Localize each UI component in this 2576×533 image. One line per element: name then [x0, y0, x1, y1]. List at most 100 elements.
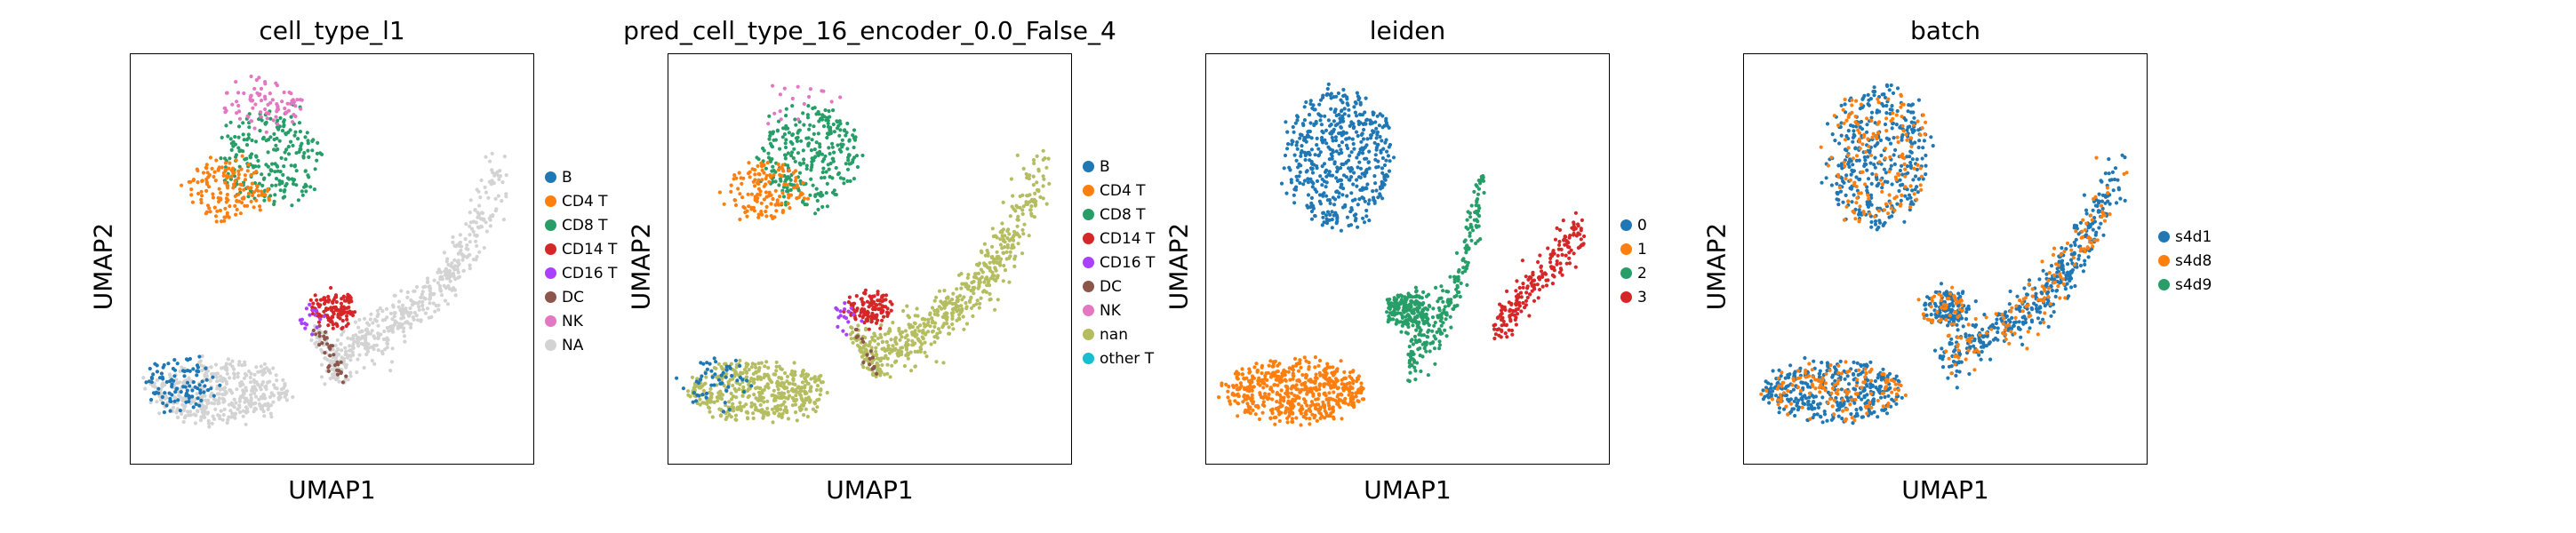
data-point: [995, 255, 999, 259]
data-point: [345, 310, 349, 314]
data-point: [977, 282, 981, 288]
data-point: [874, 346, 878, 350]
data-point: [918, 346, 923, 350]
data-point: [181, 380, 186, 385]
data-point: [985, 248, 989, 253]
data-point: [837, 147, 842, 152]
data-point: [891, 344, 895, 348]
data-point: [1347, 393, 1351, 397]
data-point: [1387, 306, 1391, 310]
data-point: [291, 394, 295, 400]
data-point: [758, 189, 763, 194]
data-point: [930, 316, 934, 321]
data-point: [756, 178, 761, 182]
data-point: [809, 386, 813, 390]
data-point: [1295, 115, 1300, 119]
data-point: [802, 196, 806, 201]
data-point: [240, 201, 244, 205]
data-point: [1457, 267, 1461, 273]
data-point: [1564, 253, 1568, 258]
data-point: [335, 360, 340, 364]
data-point: [835, 119, 839, 123]
data-point: [885, 314, 890, 318]
data-point: [1330, 210, 1334, 214]
data-point: [1010, 204, 1014, 209]
data-point: [1292, 201, 1297, 205]
data-point: [1005, 243, 1010, 247]
data-point: [1360, 195, 1364, 200]
data-point: [930, 306, 935, 310]
legend-label: CD8 T: [1100, 205, 1146, 224]
data-point: [1000, 221, 1004, 226]
data-point: [298, 147, 302, 151]
data-point: [1366, 160, 1371, 164]
data-point: [824, 191, 828, 195]
data-point: [270, 162, 275, 166]
data-point: [882, 346, 886, 351]
data-point: [1382, 163, 1388, 168]
data-point: [1004, 250, 1009, 254]
data-point: [1350, 402, 1355, 407]
data-point: [332, 306, 336, 310]
data-point: [1386, 320, 1390, 324]
data-point: [1289, 178, 1293, 182]
data-point: [284, 132, 288, 137]
data-point: [234, 158, 238, 163]
data-point: [1360, 146, 1364, 150]
data-point: [159, 371, 164, 376]
data-point: [999, 257, 1004, 261]
data-point: [339, 360, 343, 364]
data-point: [316, 320, 322, 324]
data-point: [814, 387, 819, 393]
data-point: [724, 364, 729, 369]
data-point: [700, 393, 705, 397]
data-point: [987, 279, 991, 283]
data-point: [208, 210, 212, 214]
data-point: [854, 154, 860, 158]
data-point: [259, 115, 263, 119]
data-point: [225, 371, 229, 376]
data-point: [230, 102, 235, 107]
data-point: [304, 189, 308, 194]
data-point: [1363, 145, 1367, 149]
data-point: [1041, 148, 1045, 153]
legend-marker: [1083, 329, 1094, 340]
data-point: [1266, 370, 1270, 375]
data-point: [149, 397, 154, 402]
data-point: [235, 207, 239, 211]
data-point: [465, 243, 469, 248]
legend-item: CD8 T: [545, 213, 617, 237]
data-point: [759, 210, 764, 214]
data-point: [842, 314, 846, 319]
data-point: [265, 366, 269, 370]
data-point: [852, 136, 856, 140]
data-point: [823, 154, 828, 158]
data-point: [275, 163, 279, 168]
data-point: [1573, 265, 1578, 269]
data-point: [313, 313, 317, 317]
data-point: [1415, 361, 1420, 365]
legend-marker: [545, 315, 556, 327]
data-point: [813, 410, 818, 414]
data-point: [920, 317, 924, 322]
data-point: [870, 355, 875, 360]
data-point: [436, 307, 441, 312]
data-point: [1307, 361, 1311, 365]
data-point: [1352, 213, 1356, 218]
data-point: [1291, 139, 1295, 144]
data-point: [153, 362, 157, 366]
data-point: [365, 321, 370, 325]
data-point: [1253, 412, 1258, 417]
data-point: [1268, 359, 1273, 363]
data-point: [366, 342, 371, 346]
data-point: [705, 367, 709, 371]
data-point: [1315, 136, 1319, 140]
data-point: [1433, 321, 1437, 325]
data-point: [1314, 372, 1318, 377]
data-point: [1298, 136, 1302, 140]
data-point: [1402, 320, 1406, 324]
data-point: [795, 139, 800, 143]
data-point: [468, 240, 472, 244]
data-point: [1444, 317, 1448, 322]
data-point: [1299, 411, 1303, 416]
